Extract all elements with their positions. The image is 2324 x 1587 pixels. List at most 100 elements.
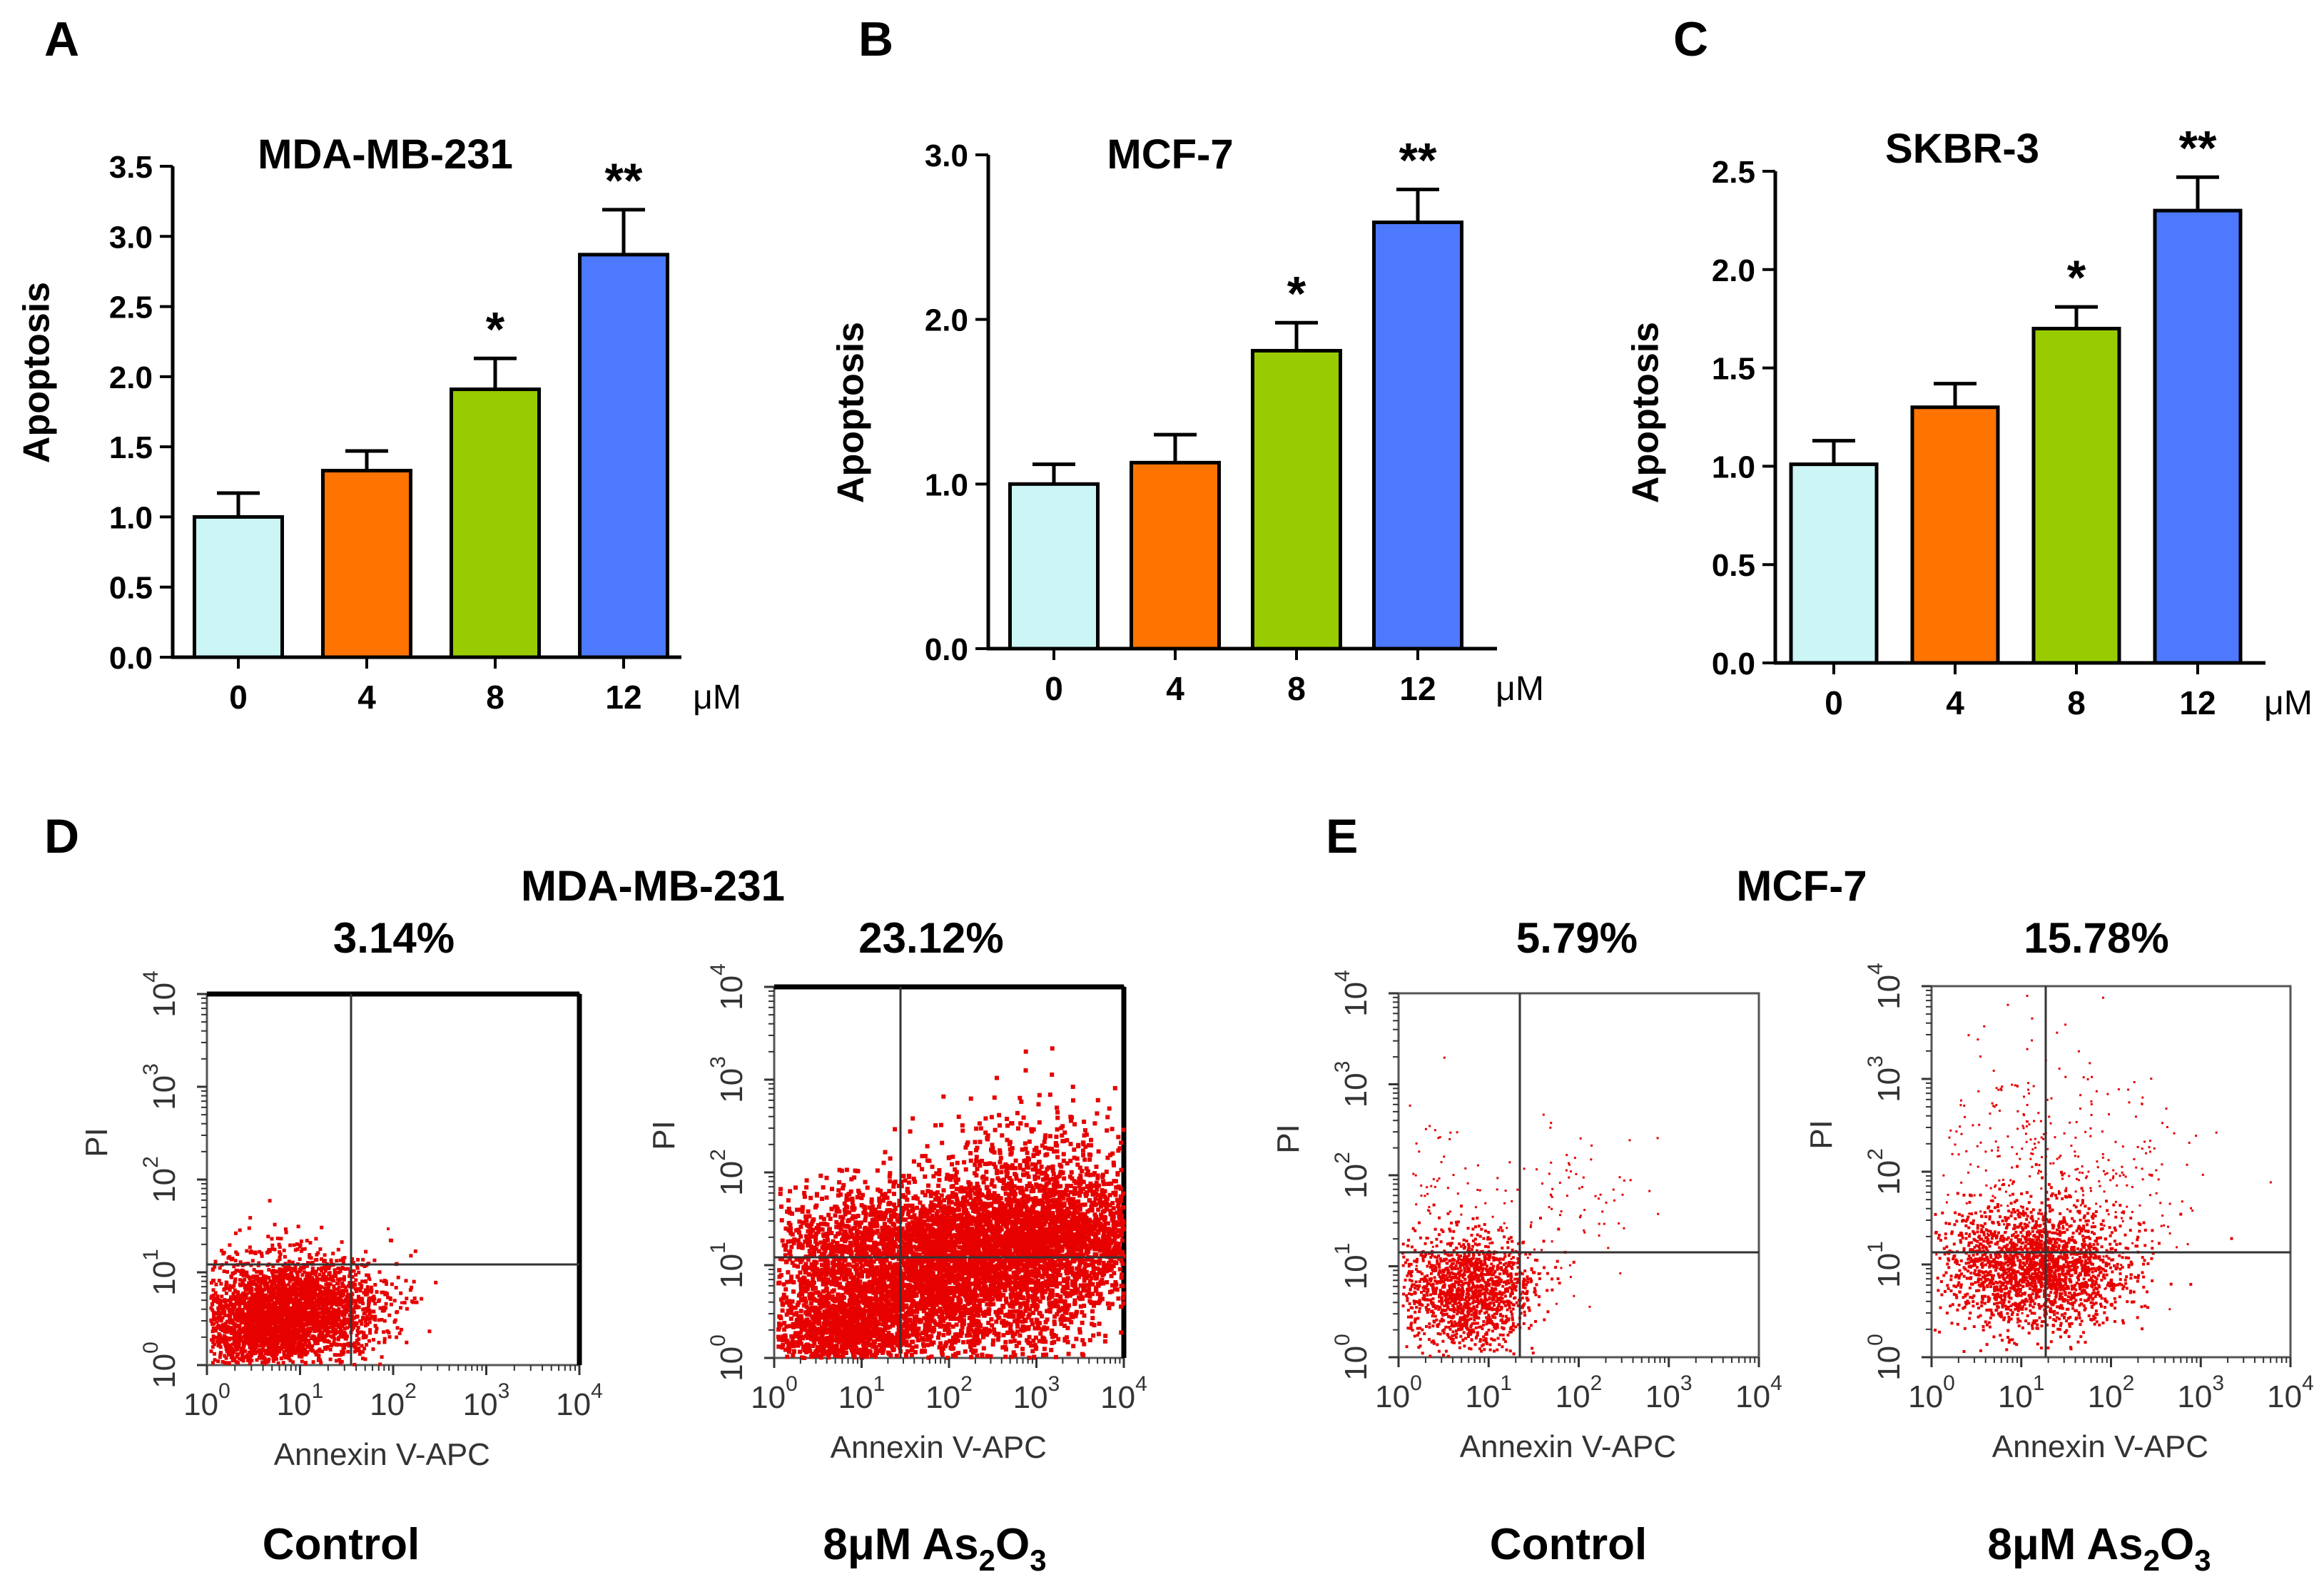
event-dot <box>299 1309 303 1313</box>
event-dot <box>341 1309 345 1314</box>
event-dot <box>272 1359 275 1363</box>
event-dot <box>280 1274 285 1278</box>
event-dot <box>310 1285 315 1289</box>
event-dot <box>326 1302 330 1306</box>
event-dot <box>329 1305 333 1309</box>
event-dot <box>292 1314 296 1318</box>
exponent: 4 <box>591 1379 603 1403</box>
event-dot <box>255 1350 260 1354</box>
event-dot <box>251 1302 255 1307</box>
event-dot <box>217 1336 221 1340</box>
event-dot <box>230 1342 235 1347</box>
event-dot <box>350 1257 355 1261</box>
event-dot <box>801 1275 806 1280</box>
event-dot <box>230 1359 235 1363</box>
event-dot <box>345 1317 350 1322</box>
event-dot <box>260 1299 265 1303</box>
exponent: 2 <box>139 1156 163 1168</box>
event-dot <box>318 1349 322 1353</box>
event-dot <box>1008 1339 1013 1344</box>
y-tick-label: 2.0 <box>1712 253 1755 288</box>
event-dot <box>330 1302 334 1307</box>
event-dot <box>303 1293 307 1297</box>
event-dot <box>335 1287 339 1292</box>
event-dot <box>377 1270 382 1274</box>
event-dot <box>266 1307 270 1312</box>
event-dot <box>320 1331 325 1335</box>
event-dot <box>387 1313 392 1317</box>
event-dot <box>223 1336 228 1339</box>
event-dot <box>292 1243 296 1247</box>
event-dot <box>356 1331 360 1335</box>
event-dot <box>298 1244 302 1249</box>
event-dot <box>339 1353 342 1357</box>
event-dot <box>367 1312 372 1317</box>
event-dot <box>304 1312 308 1316</box>
event-dot <box>381 1290 385 1294</box>
event-dot <box>235 1308 239 1312</box>
event-dot <box>330 1324 334 1328</box>
y-tick-label: 1.0 <box>1712 450 1755 485</box>
event-dot <box>290 1314 295 1318</box>
event-dot <box>262 1301 266 1305</box>
event-dot <box>212 1312 216 1317</box>
event-dot <box>235 1290 239 1294</box>
event-dot <box>315 1324 319 1329</box>
event-dot <box>420 1297 424 1301</box>
event-dot <box>224 1284 228 1288</box>
event-dot <box>346 1349 350 1354</box>
event-dot <box>311 1294 315 1298</box>
event-dot <box>273 1247 277 1252</box>
event-dot <box>365 1317 370 1321</box>
event-dot <box>278 1250 281 1254</box>
event-dot <box>235 1268 240 1272</box>
event-dot <box>341 1347 345 1352</box>
event-dot <box>340 1283 345 1287</box>
apoptosis-percent: 23.12% <box>858 914 1004 962</box>
event-dot <box>341 1257 345 1261</box>
event-dot <box>352 1349 357 1354</box>
y-axis-label: PI <box>79 1127 114 1157</box>
event-dot <box>220 1249 224 1253</box>
event-dot <box>291 1303 295 1307</box>
panel-letter-a: A <box>44 12 79 66</box>
event-dot <box>347 1313 352 1317</box>
event-dot <box>267 1288 270 1292</box>
event-dot <box>299 1249 303 1253</box>
event-dot <box>293 1267 298 1272</box>
event-dot <box>224 1261 228 1265</box>
event-dot <box>311 1311 315 1315</box>
event-dot <box>355 1287 360 1292</box>
event-dot <box>352 1306 357 1309</box>
event-dot <box>236 1293 240 1297</box>
event-dot <box>327 1309 331 1313</box>
event-dot <box>367 1320 372 1324</box>
event-dot <box>310 1307 314 1312</box>
y-axis-label: Apoptosis <box>831 322 872 503</box>
event-dot <box>210 1268 215 1272</box>
event-dot <box>1105 1301 1110 1306</box>
event-dot <box>246 1325 250 1329</box>
event-dot <box>372 1299 376 1303</box>
event-dot <box>295 1247 300 1252</box>
significance-mark: * <box>1287 266 1306 320</box>
event-dot <box>361 1357 365 1361</box>
event-dot <box>307 1339 311 1343</box>
event-dot <box>340 1349 344 1354</box>
event-dot <box>299 1265 303 1269</box>
event-dot <box>997 1315 1002 1320</box>
event-dot <box>961 1322 966 1327</box>
event-dot <box>373 1324 377 1328</box>
event-dot <box>364 1334 368 1338</box>
event-dot <box>314 1337 318 1342</box>
event-dot <box>340 1289 344 1293</box>
event-dot <box>325 1322 330 1325</box>
event-dot <box>210 1361 215 1365</box>
event-dot <box>357 1352 362 1357</box>
event-dot <box>324 1289 328 1294</box>
event-dot <box>275 1297 279 1302</box>
event-dot <box>283 1292 288 1297</box>
event-dot <box>404 1279 408 1283</box>
event-dot <box>975 1353 980 1358</box>
event-dot <box>295 1270 299 1274</box>
